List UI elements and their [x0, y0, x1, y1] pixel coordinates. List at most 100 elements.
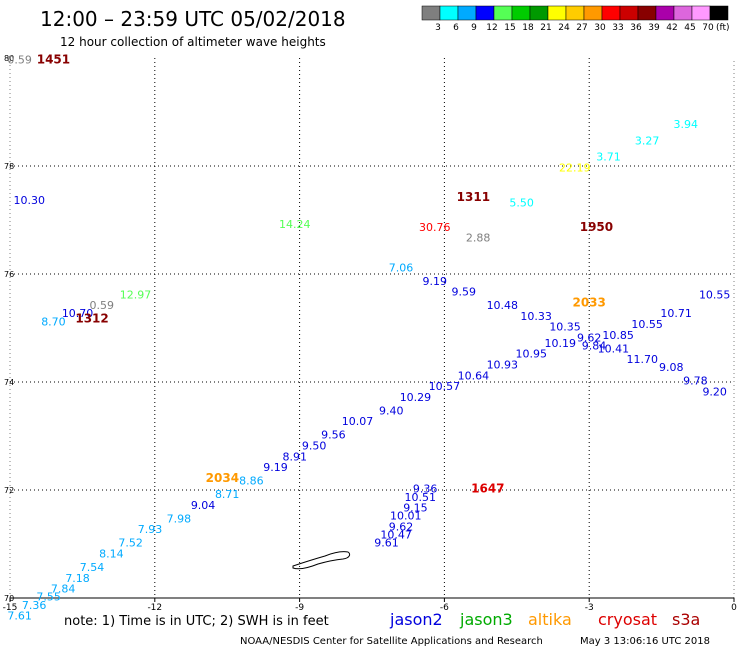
- colorbar-label: 18: [522, 23, 534, 33]
- colorbar-swatch: [565, 5, 585, 21]
- wave-height-label: 2.88: [466, 232, 491, 245]
- wave-height-label: 3.94: [673, 118, 698, 131]
- wave-height-label: 10.85: [602, 329, 634, 342]
- wave-height-label: 7.55: [36, 591, 61, 604]
- wave-height-label: 10.55: [699, 288, 731, 301]
- wave-height-label: 10.93: [487, 359, 519, 372]
- colorbar-label: 30: [594, 23, 606, 33]
- colorbar-label: 27: [576, 23, 587, 33]
- x-tick-label: 0: [731, 603, 737, 613]
- wave-height-points: 0.5910.3012.970.5910.708.7014.247.0630.7…: [7, 53, 730, 622]
- wave-height-label: 0.59: [89, 299, 114, 312]
- colorbar-label: 15: [504, 23, 515, 33]
- wave-height-label: 9.20: [702, 386, 727, 399]
- colorbar-label: 21: [540, 23, 551, 33]
- wave-height-label: 9.19: [263, 461, 288, 474]
- pass-time-label: 2034: [206, 471, 239, 485]
- wave-height-label: 7.52: [118, 537, 143, 550]
- wave-height-label: 10.47: [380, 529, 412, 542]
- y-tick-label: 76: [4, 270, 14, 279]
- wave-height-label: 7.54: [80, 561, 105, 574]
- x-tick-label: -12: [147, 603, 162, 613]
- wave-height-label: 3.27: [635, 134, 660, 147]
- island-coastline: [292, 551, 351, 570]
- wave-height-label: 12.97: [120, 288, 152, 301]
- wave-height-label: 7.61: [7, 610, 32, 623]
- colorbar-label: 39: [648, 23, 660, 33]
- colorbar-swatch: [619, 5, 639, 21]
- wave-height-label: 10.19: [544, 337, 576, 350]
- legend-s3a: s3a: [672, 610, 700, 629]
- wave-height-label: 22.19: [559, 161, 591, 174]
- wave-height-label: 30.76: [419, 221, 451, 234]
- y-tick-label: 74: [4, 378, 14, 387]
- wave-height-label: 7.98: [167, 512, 192, 525]
- colorbar-swatch: [529, 5, 549, 21]
- wave-height-label: 9.36: [413, 483, 438, 496]
- wave-height-label: 9.19: [422, 275, 447, 288]
- pass-time-label: 1312: [75, 312, 108, 326]
- colorbar-label: 36: [630, 23, 642, 33]
- wave-height-label: 8.70: [41, 315, 66, 328]
- colorbar-swatch: [691, 5, 711, 21]
- pass-time-label: 1647: [471, 482, 504, 496]
- wave-height-label: 10.48: [487, 299, 519, 312]
- wave-height-label: 10.55: [631, 318, 663, 331]
- wave-height-label: 5.50: [509, 197, 534, 210]
- wave-height-label: 10.01: [390, 510, 422, 523]
- wave-height-label: 9.50: [302, 440, 327, 453]
- colorbar-label: 45: [684, 23, 695, 33]
- wave-height-label: 14.24: [279, 218, 311, 231]
- wave-height-label: 9.59: [451, 286, 476, 299]
- satellite-legend: jason2 jason3 altika cryosat s3a: [389, 610, 700, 629]
- wave-height-colorbar: 3 6 9 12 15 18 21 24 27 30 33 36 39 42 45 70: [421, 5, 729, 33]
- legend-cryosat: cryosat: [598, 610, 657, 629]
- colorbar-swatch: [457, 5, 477, 21]
- colorbar-swatch: [655, 5, 675, 21]
- colorbar-label: 3: [435, 23, 441, 33]
- wave-height-label: 9.08: [659, 361, 684, 374]
- colorbar-swatch: [601, 5, 621, 21]
- legend-jason3: jason3: [459, 610, 513, 629]
- colorbar-label: 70: [702, 23, 714, 33]
- colorbar-swatch: [547, 5, 567, 21]
- x-tick-label: -3: [585, 603, 594, 613]
- wave-height-label: 10.29: [400, 391, 432, 404]
- colorbar-swatch: [493, 5, 513, 21]
- wave-height-label: 7.06: [389, 261, 414, 274]
- wave-height-label: 9.62: [577, 332, 602, 345]
- colorbar-unit: (ft): [716, 23, 730, 33]
- wave-height-label: 9.04: [191, 499, 216, 512]
- colorbar-swatch: [475, 5, 495, 21]
- wave-height-label: 8.14: [99, 548, 124, 561]
- pass-time-labels: 1451 1312 1311 1950 2033 2034 1647: [37, 52, 613, 495]
- legend-jason2: jason2: [389, 610, 443, 629]
- colorbar-label: 9: [471, 23, 477, 33]
- wave-height-label: 9.84: [582, 340, 607, 353]
- colorbar-label: 33: [612, 23, 623, 33]
- colorbar-swatch: [511, 5, 531, 21]
- x-tick-label: -9: [295, 603, 304, 613]
- wave-height-label: 10.71: [660, 307, 692, 320]
- footer-note: note: 1) Time is in UTC; 2) SWH is in fe…: [64, 614, 329, 629]
- wave-height-label: 8.91: [283, 450, 308, 463]
- wave-height-label: 3.71: [596, 151, 621, 164]
- pass-time-label: 1311: [457, 190, 490, 204]
- wave-height-label: 7.84: [51, 583, 76, 596]
- pass-time-label: 2033: [572, 295, 605, 309]
- page-subtitle: 12 hour collection of altimeter wave hei…: [60, 35, 326, 49]
- wave-height-label: 9.78: [683, 375, 708, 388]
- wave-height-label: 10.70: [62, 307, 94, 320]
- wave-height-label: 10.64: [458, 369, 490, 382]
- wave-height-label: 9.62: [389, 521, 414, 534]
- colorbar-label: 42: [666, 23, 677, 33]
- map-axes: -15 -12 -9 -6 -3 0 70 72 74 76 78 80: [3, 54, 737, 613]
- y-tick-label: 78: [4, 162, 14, 171]
- wave-height-label: 10.41: [598, 342, 630, 355]
- footer-credit: NOAA/NESDIS Center for Satellite Applica…: [240, 636, 543, 647]
- colorbar-swatch: [439, 5, 459, 21]
- wave-height-label: 9.56: [321, 429, 346, 442]
- wave-height-label: 0.59: [7, 53, 32, 66]
- wave-height-label: 10.30: [14, 194, 46, 207]
- colorbar-label: 24: [558, 23, 570, 33]
